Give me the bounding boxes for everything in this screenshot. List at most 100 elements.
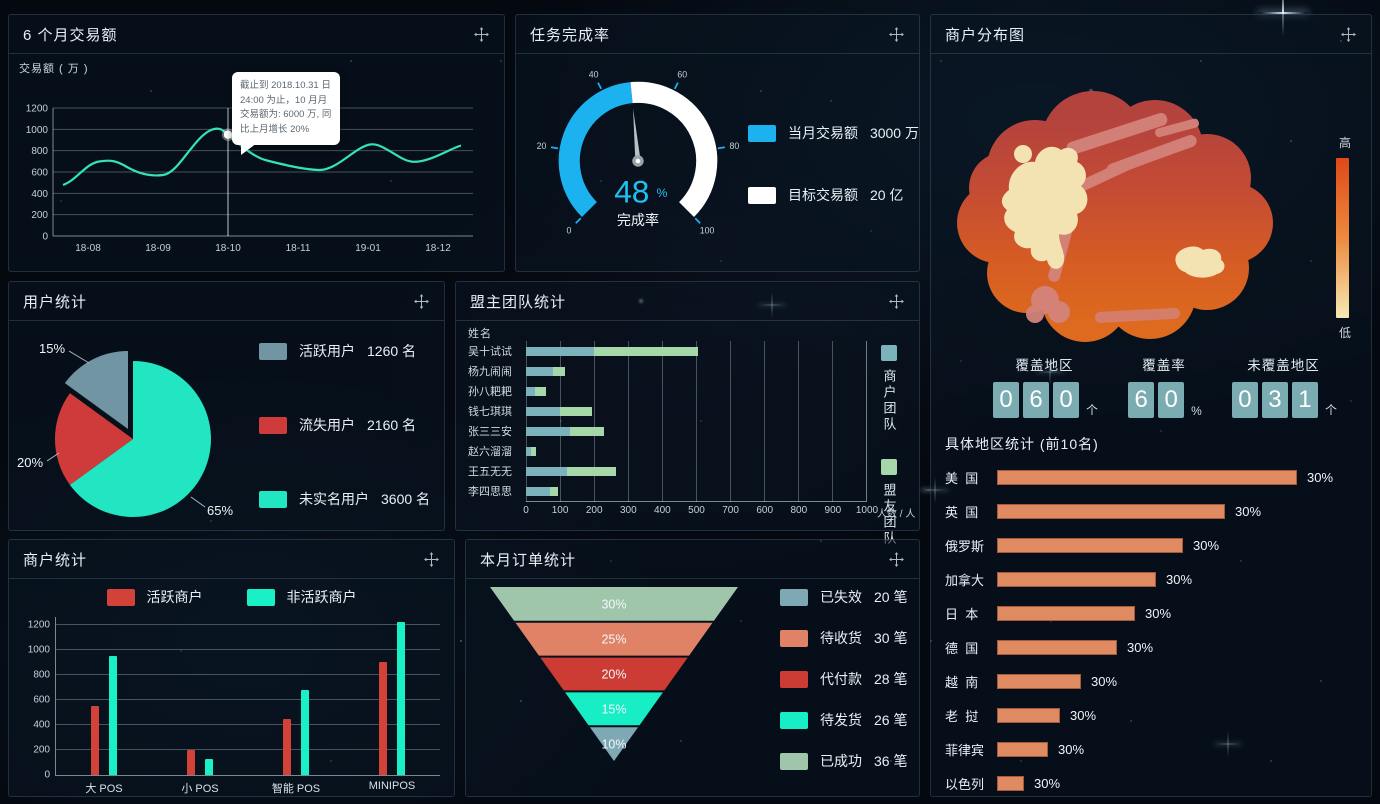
region-value: 30% (1193, 537, 1220, 553)
bar-inactive-merchant[interactable] (301, 689, 309, 775)
move-icon[interactable] (1340, 26, 1357, 43)
region-bar[interactable] (997, 707, 1060, 723)
bar-inactive-merchant[interactable] (109, 655, 117, 775)
gauge-filled-arc (558, 82, 633, 218)
legend-item: 盟友团队 (880, 459, 899, 547)
y-axis-title: 姓名 (468, 328, 492, 340)
region-bar[interactable] (997, 673, 1081, 689)
svg-text:400: 400 (31, 189, 48, 200)
bar-inactive-merchant[interactable] (397, 622, 405, 775)
y-axis-tick: 200 (33, 744, 50, 756)
legend-value: 2160 名 (367, 417, 417, 433)
stacked-bar[interactable] (526, 366, 866, 376)
legend-value: 1260 名 (367, 343, 417, 359)
move-icon[interactable] (413, 293, 430, 310)
bar-active-merchant[interactable] (187, 749, 195, 775)
svg-text:18-11: 18-11 (286, 243, 311, 254)
move-icon[interactable] (423, 551, 440, 568)
stacked-bar[interactable] (526, 346, 866, 356)
stacked-bar[interactable] (526, 426, 866, 436)
legend-swatch (881, 345, 897, 361)
panel-header: 用户统计 (9, 282, 444, 321)
region-bar[interactable] (997, 741, 1048, 757)
x-axis-tick: 800 (790, 505, 808, 516)
move-icon[interactable] (888, 26, 905, 43)
legend-item: 已成功 36 笔 (780, 751, 907, 771)
gauge-value: 48 (614, 173, 649, 209)
stat-digit: 3 (1261, 382, 1288, 418)
bar-inactive-merchant[interactable] (205, 758, 213, 775)
legend-item: 待发货 26 笔 (780, 710, 907, 730)
team-member-name: 孙八耙耙 (468, 386, 512, 398)
funnel-layer[interactable] (565, 692, 663, 726)
panel-team-stats: 盟主团队统计 姓名 吴十试试 杨九闹闹 孙八耙耙 钱七琪琪 张三三安 赵六溜溜 王五无无 李四… (455, 281, 920, 547)
y-axis-tick: 800 (33, 669, 50, 681)
funnel-layer[interactable] (490, 587, 738, 621)
region-name: 越 南 (945, 674, 979, 690)
region-value: 30% (1034, 775, 1061, 791)
team-member-name: 赵六溜溜 (468, 446, 512, 458)
x-axis-tick: 200 (585, 505, 603, 516)
region-name: 菲律宾 (945, 742, 985, 758)
stacked-bar[interactable] (526, 466, 866, 476)
chart-tooltip: 截止到 2018.10.31 日 24:00 为止，10 月月交易额为: 600… (232, 72, 340, 155)
bar-active-merchant[interactable] (283, 718, 291, 775)
svg-text:100: 100 (700, 226, 715, 236)
move-icon[interactable] (473, 26, 490, 43)
stacked-bar[interactable] (526, 486, 866, 496)
region-bar[interactable] (997, 537, 1183, 553)
region-value: 30% (1166, 571, 1193, 587)
pie-slice-churned[interactable] (54, 393, 134, 485)
stacked-bar[interactable] (526, 446, 866, 456)
region-bar[interactable] (997, 571, 1156, 587)
pie-slice-unverified[interactable] (69, 361, 211, 517)
panel-header: 商户分布图 (931, 15, 1371, 54)
region-bar[interactable] (997, 503, 1225, 519)
x-axis-tick: 100 (551, 505, 569, 516)
region-name: 加拿大 (945, 572, 985, 588)
move-icon[interactable] (888, 551, 905, 568)
merchant-legend: 活跃商户 非活跃商户 (9, 579, 454, 613)
legend-label: 代付款 (820, 671, 862, 687)
legend-swatch (259, 416, 287, 434)
panel-title: 用户统计 (23, 293, 88, 311)
team-member-name: 钱七琪琪 (468, 406, 512, 418)
bar-active-merchant[interactable] (379, 662, 387, 775)
svg-text:10%: 10% (601, 738, 626, 752)
marked-data-point[interactable] (221, 128, 235, 141)
gauge-caption: 完成率 (617, 212, 659, 228)
panel-merchant-map: 商户分布图 (930, 14, 1372, 797)
pie-label-65: 65% (207, 503, 233, 518)
region-ranking-title: 具体地区统计 (前10名) (945, 436, 1099, 452)
pie-slice-active[interactable] (64, 351, 128, 429)
region-value: 30% (1127, 639, 1154, 655)
distribution-map[interactable] (945, 58, 1285, 348)
funnel-chart-area: 30% 25% 20% 15% 10% 已失效 20 笔 待收货 30 笔 代付款 28… (466, 579, 919, 779)
stat-unit: 个 (1086, 403, 1099, 417)
x-axis-tick: 400 (654, 505, 671, 516)
region-bar[interactable] (997, 775, 1024, 791)
region-name: 日 本 (945, 606, 979, 622)
stat-digit: 0 (1158, 382, 1185, 418)
region-bar[interactable] (997, 605, 1135, 621)
funnel-layer[interactable] (589, 727, 639, 761)
legend-swatch (747, 186, 776, 204)
legend-value: 3600 名 (381, 491, 431, 507)
stacked-bar[interactable] (526, 406, 866, 416)
funnel-layer[interactable] (540, 657, 688, 691)
stacked-bar[interactable] (526, 386, 866, 396)
region-row: 老 挝 30% (945, 698, 1361, 732)
bar-active-merchant[interactable] (91, 706, 99, 775)
funnel-layer[interactable] (515, 622, 713, 656)
funnel-chart: 30% 25% 20% 15% 10% (490, 587, 738, 761)
region-bar[interactable] (997, 639, 1117, 655)
region-bar[interactable] (997, 469, 1297, 485)
svg-text:0: 0 (42, 232, 48, 243)
x-axis-category: 智能 POS (271, 783, 321, 795)
gauge-unit: % (656, 186, 667, 200)
y-axis-tick: 1000 (27, 644, 50, 656)
team-legend: 商户团队 盟友团队 (867, 325, 911, 547)
move-icon[interactable] (888, 293, 905, 310)
legend-item: 活跃用户 1260 名 (259, 341, 430, 361)
legend-swatch (259, 490, 287, 508)
